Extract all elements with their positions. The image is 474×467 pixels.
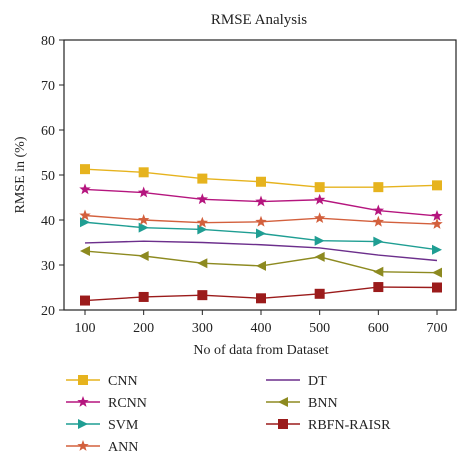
x-tick-label: 300 [192, 321, 213, 336]
x-tick-label: 400 [251, 321, 272, 336]
x-axis-label: No of data from Dataset [193, 343, 328, 358]
data-point-ann [372, 215, 385, 227]
x-axis: 100 200 300 400 500 600 700 [75, 310, 448, 336]
legend: CNN RCNN SVM ANN DT BNN RBFN-RAISR [66, 374, 391, 455]
legend-item-bnn: BNN [266, 396, 338, 411]
y-tick-label: 70 [41, 79, 55, 94]
data-point-cnn [138, 167, 149, 178]
data-point-rbfn-raisr [197, 290, 208, 301]
y-axis-label: RMSE in (%) [13, 136, 28, 213]
legend-marker [278, 419, 288, 429]
y-tick-label: 50 [41, 169, 55, 184]
legend-item-rbfn-raisr: RBFN-RAISR [266, 418, 391, 433]
series-dt [84, 240, 438, 262]
data-point-ann [196, 216, 209, 228]
data-point-cnn [432, 180, 442, 191]
data-point-ann [79, 209, 91, 221]
data-point-ann [431, 218, 443, 229]
data-point-bnn [197, 258, 208, 269]
legend-label: SVM [108, 418, 139, 433]
data-point-bnn [256, 260, 266, 271]
legend-marker [78, 419, 88, 429]
y-tick-label: 40 [41, 214, 55, 229]
data-point-rbfn-raisr [314, 288, 325, 299]
data-point-rbfn-raisr [256, 293, 266, 304]
data-point-rbfn-raisr [138, 291, 149, 302]
legend-marker [278, 397, 288, 407]
legend-label: RBFN-RAISR [308, 418, 391, 433]
data-point-svm [373, 236, 384, 247]
x-tick-label: 100 [75, 321, 96, 336]
legend-marker [78, 375, 88, 385]
x-tick-label: 200 [133, 321, 154, 336]
data-point-svm [80, 217, 90, 228]
data-point-bnn [314, 251, 325, 262]
y-tick-label: 80 [41, 34, 55, 49]
legend-item-dt: DT [266, 374, 327, 389]
data-point-rbfn-raisr [432, 282, 442, 293]
x-tick-label: 500 [309, 321, 330, 336]
legend-item-ann: ANN [66, 440, 138, 455]
data-point-ann [313, 212, 326, 224]
series-ann [79, 209, 443, 229]
legend-label: ANN [108, 440, 138, 455]
data-point-bnn [373, 266, 384, 277]
legend-item-rcnn: RCNN [66, 396, 147, 411]
data-point-cnn [80, 164, 90, 175]
series-rbfn-raisr [80, 282, 442, 306]
series-svm [80, 217, 442, 255]
data-point-rcnn [137, 186, 150, 198]
data-point-svm [256, 228, 266, 239]
legend-label: CNN [108, 374, 138, 389]
y-axis: 20 30 40 50 60 70 80 [41, 34, 64, 319]
data-point-rbfn-raisr [373, 282, 384, 293]
data-point-ann [255, 215, 267, 227]
data-point-cnn [314, 182, 325, 193]
data-point-rbfn-raisr [80, 295, 90, 306]
x-tick-label: 700 [427, 321, 448, 336]
y-tick-label: 60 [41, 124, 55, 139]
legend-marker [77, 396, 89, 407]
data-point-rcnn [79, 183, 91, 195]
chart-title: RMSE Analysis [211, 12, 307, 28]
y-tick-label: 20 [41, 304, 55, 319]
data-point-rcnn [313, 193, 326, 205]
series-bnn [80, 246, 442, 278]
data-point-rcnn [372, 204, 385, 216]
data-point-svm [314, 235, 325, 246]
data-point-rcnn [196, 193, 209, 205]
legend-label: RCNN [108, 396, 147, 411]
data-point-bnn [432, 267, 442, 278]
plot-frame [63, 39, 457, 311]
data-point-cnn [256, 176, 266, 187]
data-point-rcnn [255, 195, 267, 207]
data-point-bnn [138, 251, 149, 261]
data-point-ann [137, 214, 150, 225]
series-line-bnn [84, 250, 438, 274]
y-tick-label: 30 [41, 259, 55, 274]
legend-marker [77, 440, 89, 451]
data-point-svm [197, 224, 208, 235]
data-point-svm [432, 244, 442, 255]
legend-item-svm: SVM [66, 418, 139, 433]
series-cnn [80, 164, 442, 193]
data-point-rcnn [431, 209, 443, 221]
plot-area [79, 164, 443, 306]
data-point-cnn [197, 173, 208, 184]
data-point-cnn [373, 182, 384, 193]
data-point-svm [138, 222, 149, 233]
series-line-dt [84, 240, 438, 262]
legend-label: BNN [308, 396, 338, 411]
data-point-bnn [80, 246, 90, 257]
legend-item-cnn: CNN [66, 374, 138, 389]
series-rcnn [79, 183, 443, 221]
x-tick-label: 600 [368, 321, 389, 336]
legend-label: DT [308, 374, 327, 389]
